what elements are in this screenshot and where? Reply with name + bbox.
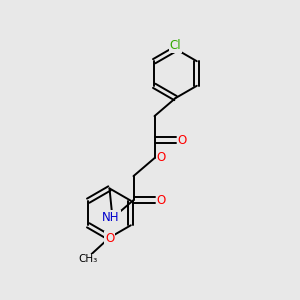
Text: NH: NH <box>102 211 120 224</box>
Text: O: O <box>157 194 166 207</box>
Text: Cl: Cl <box>170 39 181 52</box>
Text: O: O <box>105 232 114 245</box>
Text: O: O <box>157 151 166 164</box>
Text: CH₃: CH₃ <box>78 254 98 265</box>
Text: O: O <box>178 134 187 147</box>
